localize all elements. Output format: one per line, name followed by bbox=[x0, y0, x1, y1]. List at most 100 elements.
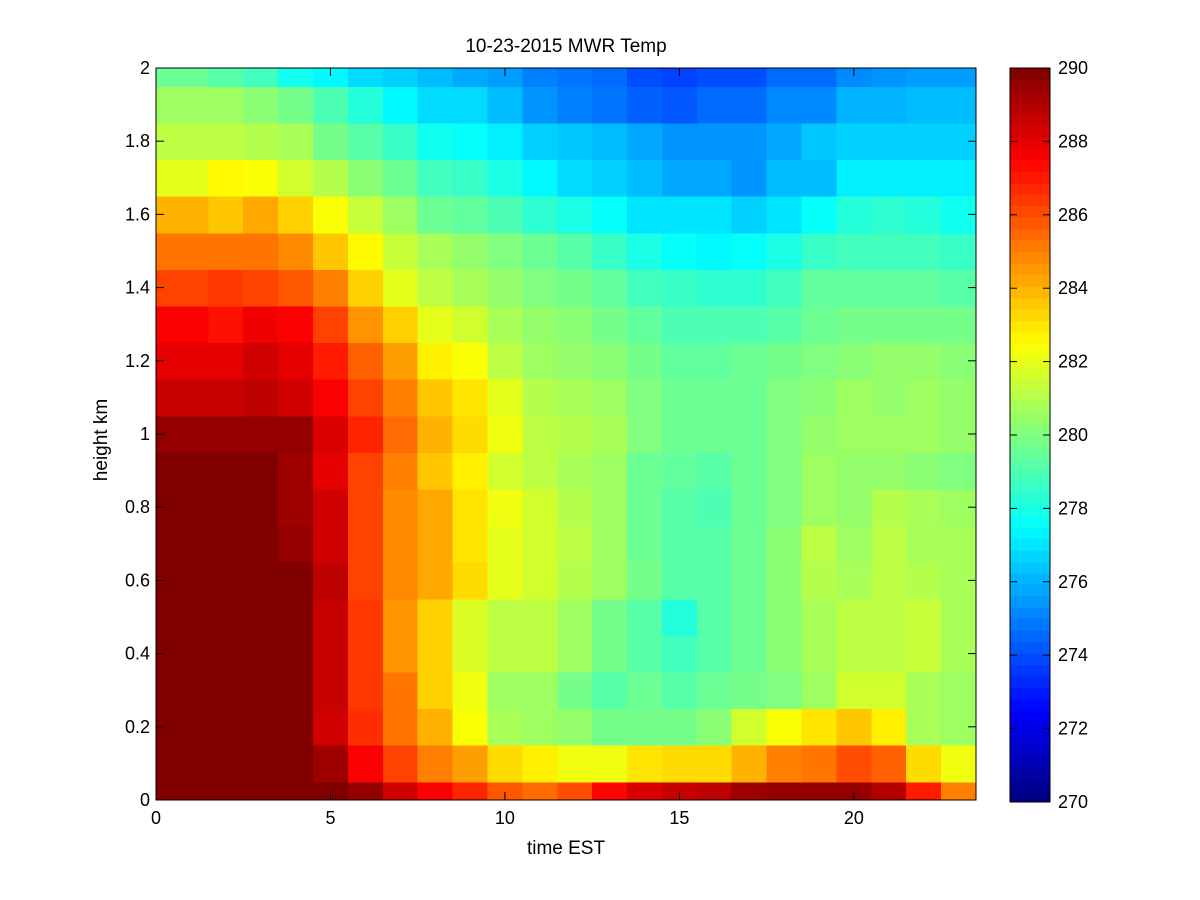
heatmap-cell bbox=[836, 342, 872, 380]
heatmap-cell bbox=[557, 159, 593, 197]
heatmap-cell bbox=[522, 269, 558, 307]
heatmap-cell bbox=[661, 525, 698, 563]
heatmap-cell bbox=[278, 562, 314, 600]
heatmap-cell bbox=[487, 379, 523, 417]
colorbar-swatch bbox=[1010, 125, 1050, 138]
heatmap-cell bbox=[278, 708, 314, 746]
heatmap-cell bbox=[417, 598, 454, 636]
heatmap-cell bbox=[156, 452, 209, 490]
heatmap-cell bbox=[156, 196, 209, 234]
colorbar-swatch bbox=[1010, 480, 1050, 493]
heatmap-cell bbox=[208, 745, 244, 783]
heatmap-cell bbox=[487, 269, 523, 307]
heatmap-cell bbox=[452, 415, 489, 453]
heatmap-cell bbox=[766, 379, 803, 417]
heatmap-cell bbox=[243, 232, 279, 270]
heatmap-cell bbox=[382, 305, 419, 344]
heatmap-cell bbox=[696, 342, 733, 380]
heatmap-cell bbox=[627, 562, 663, 600]
heatmap-cell bbox=[243, 379, 279, 417]
colorbar-swatch bbox=[1010, 79, 1050, 92]
heatmap-cell bbox=[522, 305, 558, 344]
colorbar-swatch bbox=[1010, 113, 1050, 126]
heatmap-cell bbox=[731, 196, 768, 234]
heatmap-cell bbox=[347, 745, 384, 783]
heatmap-cell bbox=[487, 671, 523, 710]
heatmap-cell bbox=[487, 159, 523, 197]
colorbar-swatch bbox=[1010, 308, 1050, 321]
colorbar-swatch bbox=[1010, 503, 1050, 516]
heatmap-cell bbox=[731, 671, 768, 710]
heatmap-cell bbox=[417, 708, 454, 746]
heatmap-cell bbox=[766, 122, 803, 161]
heatmap-cell bbox=[906, 488, 942, 527]
heatmap-cell bbox=[836, 488, 872, 527]
heatmap-cell bbox=[452, 159, 489, 197]
colorbar-swatch bbox=[1010, 102, 1050, 115]
heatmap-cell bbox=[347, 415, 384, 453]
heatmap-cell bbox=[347, 671, 384, 710]
heatmap-cell bbox=[836, 745, 872, 783]
heatmap-cell bbox=[592, 86, 628, 124]
y-tick-label: 0 bbox=[140, 790, 150, 810]
heatmap-cell bbox=[836, 781, 872, 801]
heatmap-cell bbox=[801, 745, 838, 783]
heatmap-cell bbox=[627, 708, 663, 746]
heatmap-cell bbox=[487, 745, 523, 783]
colorbar-swatch bbox=[1010, 733, 1050, 746]
heatmap-cell bbox=[417, 232, 454, 270]
heatmap-cell bbox=[836, 671, 872, 710]
heatmap-cell bbox=[156, 781, 209, 801]
heatmap-cell bbox=[347, 488, 384, 527]
heatmap-cell bbox=[627, 745, 663, 783]
colorbar-swatch bbox=[1010, 446, 1050, 459]
colorbar-swatch bbox=[1010, 148, 1050, 161]
heatmap-cell bbox=[627, 781, 663, 801]
colorbar-swatch bbox=[1010, 698, 1050, 711]
heatmap-cell bbox=[417, 452, 454, 490]
heatmap-cell bbox=[592, 196, 628, 234]
heatmap-cell bbox=[731, 379, 768, 417]
heatmap-cell bbox=[661, 635, 698, 673]
heatmap-cell bbox=[766, 488, 803, 527]
heatmap-cell bbox=[871, 159, 907, 197]
heatmap-cell bbox=[156, 525, 209, 563]
heatmap-cell bbox=[382, 598, 419, 636]
heatmap-cell bbox=[627, 342, 663, 380]
heatmap-cell bbox=[836, 196, 872, 234]
heatmap-cell bbox=[836, 708, 872, 746]
heatmap-cell bbox=[208, 671, 244, 710]
heatmap-cell bbox=[696, 86, 733, 124]
heatmap-cell bbox=[278, 781, 314, 801]
heatmap-cell bbox=[452, 635, 489, 673]
heatmap-cell bbox=[243, 452, 279, 490]
x-tick-label: 0 bbox=[151, 808, 161, 828]
heatmap-cell bbox=[766, 745, 803, 783]
heatmap-cell bbox=[522, 196, 558, 234]
heatmap-cell bbox=[347, 159, 384, 197]
heatmap-cell bbox=[906, 598, 942, 636]
heatmap-cell bbox=[156, 598, 209, 636]
heatmap-cell bbox=[696, 196, 733, 234]
heatmap-cell bbox=[382, 708, 419, 746]
colorbar-swatch bbox=[1010, 664, 1050, 677]
colorbar-swatch bbox=[1010, 790, 1050, 803]
heatmap-cell bbox=[731, 122, 768, 161]
colorbar: 270 272 274 276 278 280 282 284 286 288 290 bbox=[1009, 58, 1088, 812]
x-axis-label: time EST bbox=[527, 838, 606, 859]
colorbar-swatch bbox=[1010, 228, 1050, 241]
heatmap-cell bbox=[278, 305, 314, 344]
heatmap-cell bbox=[313, 159, 349, 197]
colorbar-tick-label: 278 bbox=[1058, 498, 1088, 518]
colorbar-swatch bbox=[1010, 744, 1050, 757]
heatmap-cell bbox=[382, 68, 419, 87]
heatmap-cell bbox=[313, 671, 349, 710]
heatmap-cell bbox=[801, 159, 838, 197]
heatmap-cell bbox=[522, 68, 558, 87]
heatmap-cell bbox=[382, 122, 419, 161]
heatmap-cell bbox=[696, 671, 733, 710]
heatmap-cell bbox=[452, 598, 489, 636]
heatmap-cell bbox=[278, 342, 314, 380]
